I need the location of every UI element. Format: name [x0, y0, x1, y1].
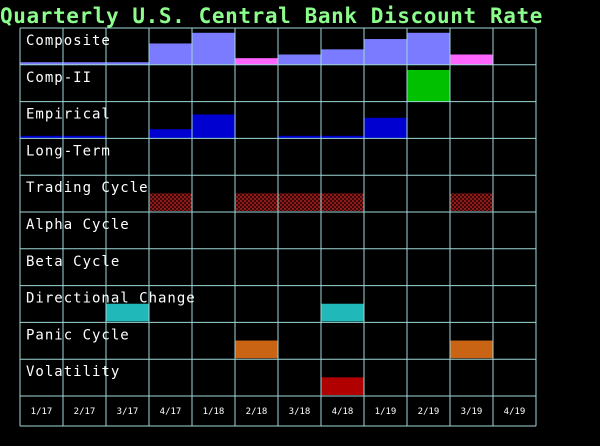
bar-composite-1-18	[192, 32, 235, 65]
flag-panic-cycle-3-19	[450, 340, 493, 359]
row-label-panic-cycle: Panic Cycle	[26, 327, 130, 343]
flag-trading-cycle-3-19	[450, 193, 493, 211]
tick-label-4-19: 4/19	[504, 407, 526, 417]
bar-composite-4-18	[321, 49, 364, 65]
bar-composite-2-19	[407, 32, 450, 65]
row-label-volatility: Volatility	[26, 364, 120, 380]
bar-empirical-1-18	[192, 114, 235, 139]
bar-composite-3-18	[278, 54, 321, 65]
bar-composite-1-19	[364, 39, 407, 65]
bar-comp-ii-2-19	[407, 69, 450, 102]
bar-composite-2-18	[235, 58, 278, 65]
bar-empirical-4-17	[149, 129, 192, 139]
row-label-trading-cycle: Trading Cycle	[26, 180, 149, 196]
flag-trading-cycle-3-18	[278, 193, 321, 211]
tick-label-2-19: 2/19	[418, 407, 440, 417]
flag-volatility-4-18	[321, 377, 364, 395]
row-label-directional-change: Directional Change	[26, 291, 196, 307]
flag-panic-cycle-2-18	[235, 340, 278, 359]
tick-label-1-17: 1/17	[31, 407, 53, 417]
row-label-long-term: Long-Term	[26, 143, 111, 159]
tick-label-3-17: 3/17	[117, 407, 139, 417]
row-label-beta-cycle: Beta Cycle	[26, 254, 120, 270]
tick-label-4-18: 4/18	[332, 407, 354, 417]
bar-empirical-1-19	[364, 117, 407, 139]
bar-empirical-3-18	[278, 135, 321, 139]
flag-trading-cycle-4-17	[149, 193, 192, 211]
tick-label-4-17: 4/17	[160, 407, 182, 417]
bar-composite-3-19	[450, 54, 493, 65]
tick-label-3-19: 3/19	[461, 407, 483, 417]
row-label-alpha-cycle: Alpha Cycle	[26, 217, 130, 233]
bar-empirical-1-17	[20, 135, 63, 139]
bar-composite-2-17	[63, 62, 106, 65]
tick-label-2-18: 2/18	[246, 407, 268, 417]
flag-trading-cycle-2-18	[235, 193, 278, 211]
flag-directional-change-4-18	[321, 303, 364, 322]
flag-trading-cycle-4-18	[321, 193, 364, 211]
bar-composite-4-17	[149, 43, 192, 65]
tick-label-1-18: 1/18	[203, 407, 225, 417]
bar-empirical-2-17	[63, 135, 106, 139]
chart-title: Quarterly U.S. Central Bank Discount Rat…	[0, 4, 543, 28]
tick-label-3-18: 3/18	[289, 407, 311, 417]
bar-empirical-4-18	[321, 135, 364, 139]
flag-directional-change-3-17	[106, 303, 149, 322]
row-label-empirical: Empirical	[26, 107, 111, 123]
row-label-composite: Composite	[26, 33, 111, 49]
tick-label-1-19: 1/19	[375, 407, 397, 417]
tick-label-2-17: 2/17	[74, 407, 96, 417]
bar-composite-1-17	[20, 62, 63, 65]
row-label-comp-ii: Comp-II	[26, 70, 92, 86]
bar-composite-3-17	[106, 62, 149, 65]
